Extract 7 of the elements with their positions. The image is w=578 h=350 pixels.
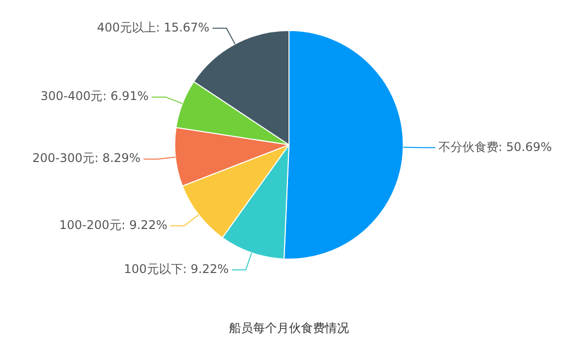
slice-label: 不分伙食费: 50.69%: [438, 140, 552, 154]
text: 船员每个月伙食费情况: [229, 320, 349, 335]
slice-label: 300-400元: 6.91%: [40, 89, 149, 104]
slice-label: 100元以下: 9.22%: [124, 262, 229, 276]
slice-label: 400元以上: 15.67%: [96, 20, 210, 34]
slice-label: 200-300元: 8.29%: [32, 151, 140, 166]
slice-label: 100-200元: 9.22%: [59, 218, 168, 232]
